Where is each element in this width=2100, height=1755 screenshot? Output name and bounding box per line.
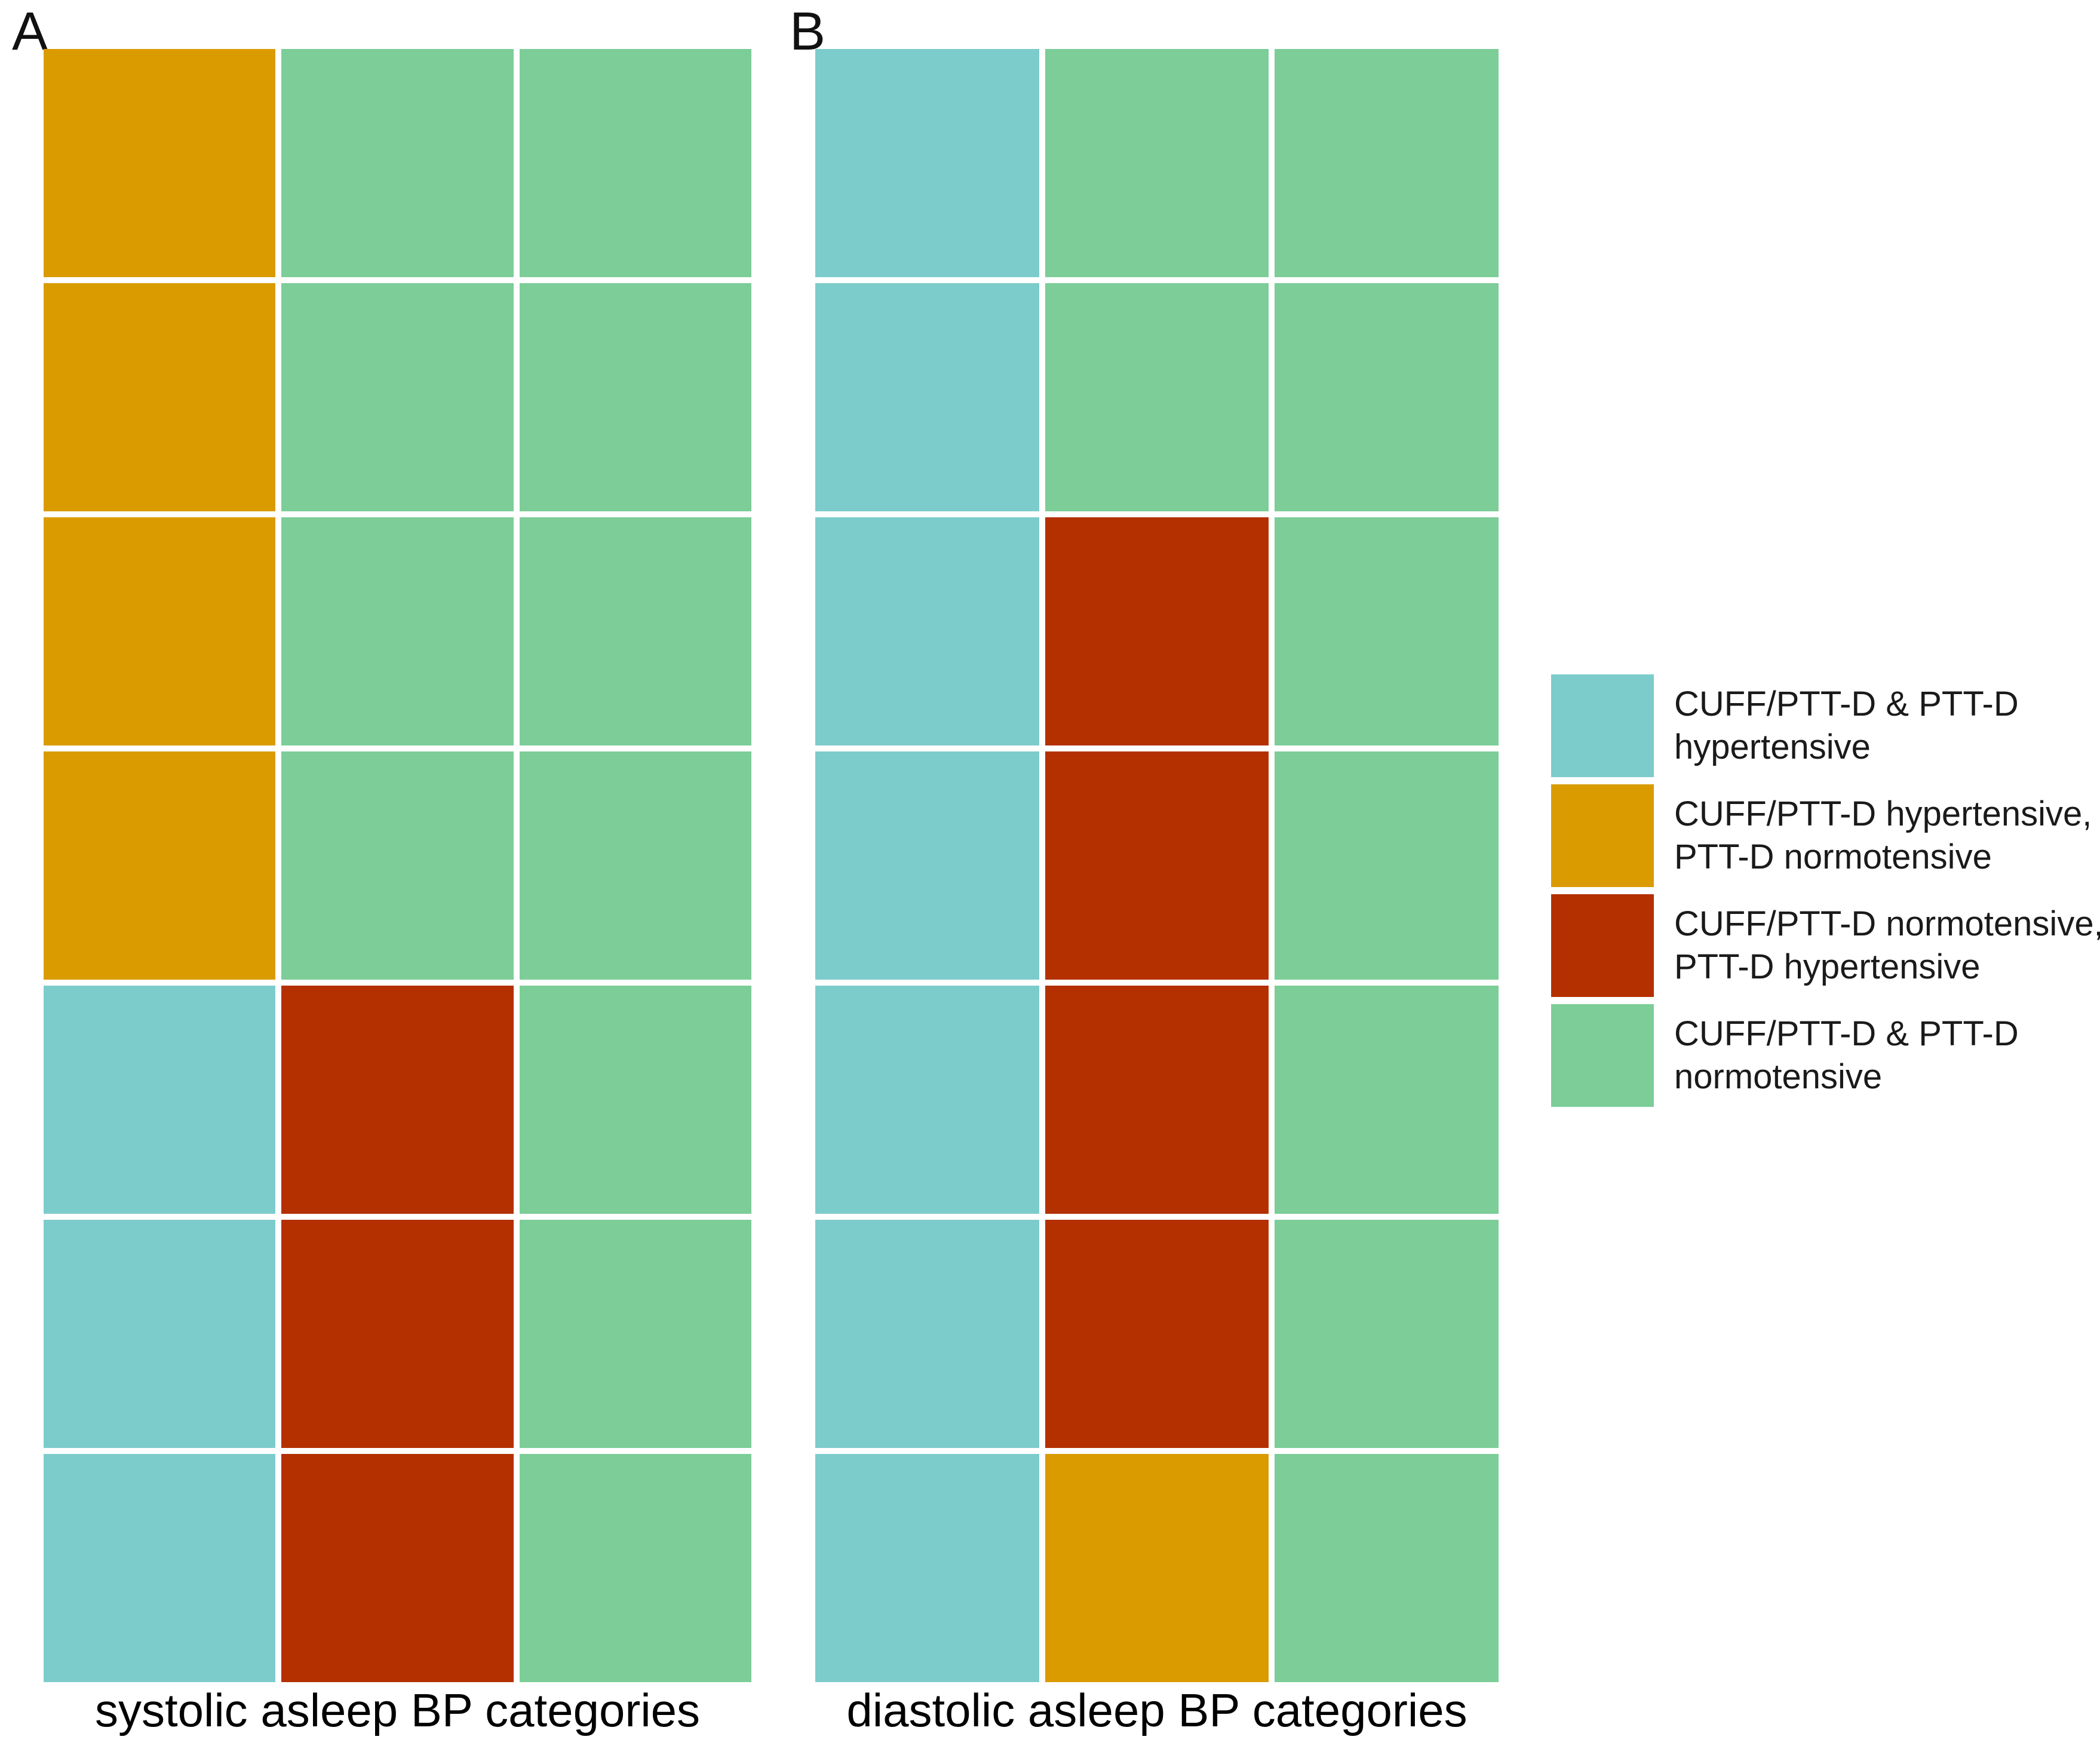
- legend-swatch-cuff_norm_ptt_hyp: [1551, 894, 1654, 997]
- tile-both_hyp: [815, 1220, 1039, 1448]
- legend-item-both_hyp: CUFF/PTT-D & PTT-D hypertensive: [1551, 674, 2100, 777]
- tile-both_norm: [519, 1454, 751, 1682]
- tile-cuff_norm_ptt_hyp: [1045, 751, 1269, 980]
- tile-cuff_hyp_ptt_norm: [44, 49, 276, 277]
- tile-both_hyp: [815, 283, 1039, 511]
- tile-both_norm: [519, 517, 751, 745]
- panel-a-grid: [44, 49, 751, 1682]
- tile-both_norm: [519, 751, 751, 980]
- tile-both_hyp: [815, 517, 1039, 745]
- tile-both_norm: [519, 283, 751, 511]
- tile-both_norm: [281, 517, 514, 745]
- tile-both_norm: [1275, 751, 1499, 980]
- tile-cuff_hyp_ptt_norm: [44, 517, 276, 745]
- legend: CUFF/PTT-D & PTT-D hypertensive CUFF/PTT-D…: [1551, 674, 2100, 1107]
- tile-both_hyp: [815, 986, 1039, 1214]
- panel-a-caption: systolic asleep BP categories: [94, 1684, 701, 1736]
- tile-both_hyp: [815, 1454, 1039, 1682]
- tile-cuff_norm_ptt_hyp: [1045, 517, 1269, 745]
- tile-both_norm: [1045, 283, 1269, 511]
- legend-label-both_norm: CUFF/PTT-D & PTT-D normotensive: [1674, 1014, 2019, 1096]
- legend-label-cuff_hyp_ptt_norm: CUFF/PTT-D hypertensive, PTT-D normotensi…: [1674, 794, 2092, 876]
- tile-cuff_hyp_ptt_norm: [44, 283, 276, 511]
- tile-both_norm: [1275, 283, 1499, 511]
- legend-swatch-both_hyp: [1551, 674, 1654, 777]
- tile-both_hyp: [44, 1220, 276, 1448]
- legend-label-cuff_norm_ptt_hyp: CUFF/PTT-D normotensive, PTT-D hypertensi…: [1674, 904, 2100, 986]
- tile-cuff_norm_ptt_hyp: [281, 1220, 514, 1448]
- tile-cuff_hyp_ptt_norm: [1045, 1454, 1269, 1682]
- tile-both_norm: [1275, 986, 1499, 1214]
- panel-b-grid: [815, 49, 1499, 1682]
- tile-both_norm: [281, 283, 514, 511]
- tile-both_norm: [1045, 49, 1269, 277]
- tile-both_hyp: [815, 751, 1039, 980]
- panel-b-caption: diastolic asleep BP categories: [846, 1684, 1467, 1736]
- legend-label-both_hyp: CUFF/PTT-D & PTT-D hypertensive: [1674, 685, 2019, 766]
- tile-both_norm: [281, 49, 514, 277]
- tile-both_hyp: [44, 1454, 276, 1682]
- tile-both_norm: [1275, 1454, 1499, 1682]
- tile-both_norm: [281, 751, 514, 980]
- tile-both_hyp: [44, 986, 276, 1214]
- tile-cuff_norm_ptt_hyp: [281, 986, 514, 1214]
- legend-swatch-both_norm: [1551, 1004, 1654, 1107]
- tile-both_norm: [1275, 49, 1499, 277]
- tile-both_norm: [519, 1220, 751, 1448]
- tile-both_norm: [519, 49, 751, 277]
- legend-item-cuff_norm_ptt_hyp: CUFF/PTT-D normotensive, PTT-D hypertensi…: [1551, 894, 2100, 997]
- tile-both_norm: [1275, 517, 1499, 745]
- tile-cuff_norm_ptt_hyp: [281, 1454, 514, 1682]
- legend-item-cuff_hyp_ptt_norm: CUFF/PTT-D hypertensive, PTT-D normotensi…: [1551, 784, 2100, 887]
- legend-item-both_norm: CUFF/PTT-D & PTT-D normotensive: [1551, 1004, 2100, 1107]
- tile-cuff_hyp_ptt_norm: [44, 751, 276, 980]
- tile-cuff_norm_ptt_hyp: [1045, 986, 1269, 1214]
- tile-cuff_norm_ptt_hyp: [1045, 1220, 1269, 1448]
- legend-swatch-cuff_hyp_ptt_norm: [1551, 784, 1654, 887]
- panel-a-label: A: [12, 2, 48, 62]
- tile-both_hyp: [815, 49, 1039, 277]
- tile-both_norm: [519, 986, 751, 1214]
- tile-both_norm: [1275, 1220, 1499, 1448]
